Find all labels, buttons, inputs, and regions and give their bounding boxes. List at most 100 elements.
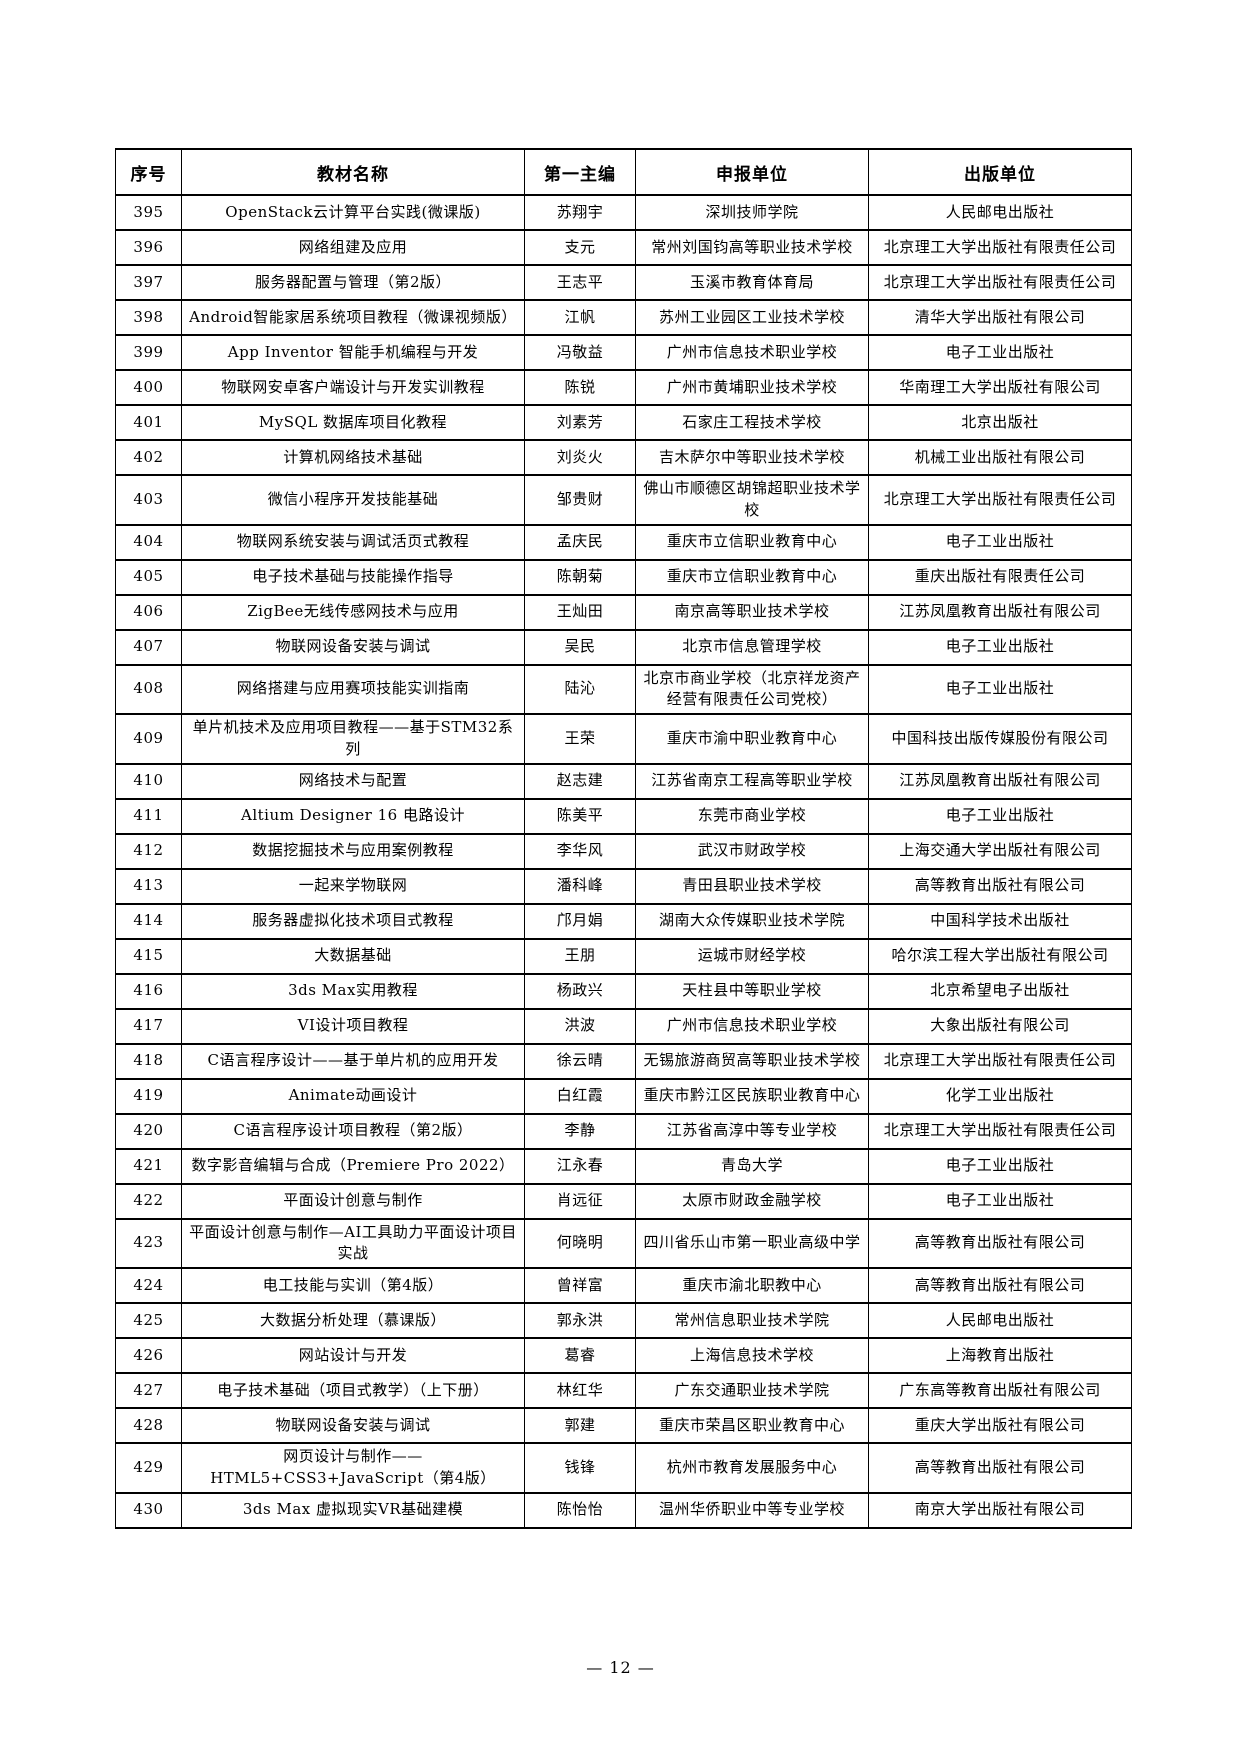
- table-row: 395 OpenStack云计算平台实践(微课版) 苏翔宇 深圳技师学院 人民邮电出版社: [115, 194, 1132, 231]
- cell-index: 414: [115, 902, 182, 940]
- cell-textbook-title: 平面设计创意与制作—AI工具助力平面设计项目实战: [181, 1217, 525, 1269]
- cell-publisher: 哈尔滨工程大学出版社有限公司: [868, 937, 1132, 975]
- cell-chief-editor: 陈怡怡: [524, 1491, 636, 1529]
- table-row: 399 App Inventor 智能手机编程与开发 冯敬益 广州市信息技术职业学校电…: [115, 334, 1132, 371]
- cell-index: 421: [115, 1147, 182, 1185]
- cell-index: 430: [115, 1491, 182, 1529]
- cell-index: 401: [115, 404, 182, 441]
- cell-applicant-org: 江苏省高淳中等专业学校: [635, 1112, 869, 1150]
- cell-chief-editor: 邹贵财: [524, 474, 636, 526]
- cell-chief-editor: 陈朝菊: [524, 558, 636, 596]
- table-row: 396 网络组建及应用 支元 常州刘国钧高等职业技术学校 北京理工大学出版社有限责任公司: [115, 229, 1132, 266]
- cell-applicant-org: 天柱县中等职业学校: [635, 972, 869, 1010]
- cell-applicant-org: 佛山市顺德区胡锦超职业技术学校: [635, 474, 869, 526]
- cell-chief-editor: 曾祥富: [524, 1267, 636, 1304]
- header-publisher: 出版单位: [868, 148, 1132, 196]
- table-row: 427 电子技术基础（项目式教学）（上下册） 林红华 广东交通职业技术学院 广东高等教育…: [115, 1372, 1132, 1409]
- table-row: 409 单片机技术及应用项目教程——基于STM32系列 王荣 重庆市渝中职业教育中心中…: [115, 713, 1132, 765]
- cell-chief-editor: 刘素芳: [524, 404, 636, 441]
- cell-index: 423: [115, 1217, 182, 1269]
- cell-textbook-title: 物联网设备安装与调试: [181, 628, 525, 666]
- cell-textbook-title: 3ds Max 虚拟现实VR基础建模: [181, 1491, 525, 1529]
- table-row: 420 C语言程序设计项目教程（第2版） 李静 江苏省高淳中等专业学校 北京理工大学出版…: [115, 1112, 1132, 1150]
- cell-textbook-title: Animate动画设计: [181, 1077, 525, 1115]
- cell-textbook-title: VI设计项目教程: [181, 1007, 525, 1045]
- cell-chief-editor: 洪波: [524, 1007, 636, 1045]
- cell-textbook-title: 计算机网络技术基础: [181, 439, 525, 476]
- cell-publisher: 化学工业出版社: [868, 1077, 1132, 1115]
- cell-chief-editor: 陈锐: [524, 369, 636, 406]
- cell-index: 422: [115, 1182, 182, 1220]
- cell-applicant-org: 广州市黄埔职业技术学校: [635, 369, 869, 406]
- cell-applicant-org: 重庆市立信职业教育中心: [635, 558, 869, 596]
- table-row: 413 一起来学物联网 潘科峰 青田县职业技术学校 高等教育出版社有限公司: [115, 867, 1132, 905]
- table-row: 401 MySQL 数据库项目化教程 刘素芳 石家庄工程技术学校 北京出版社: [115, 404, 1132, 441]
- table-row: 426 网站设计与开发 葛睿 上海信息技术学校 上海教育出版社: [115, 1337, 1132, 1374]
- cell-chief-editor: 赵志建: [524, 762, 636, 800]
- cell-applicant-org: 重庆市荣昌区职业教育中心: [635, 1407, 869, 1444]
- cell-textbook-title: C语言程序设计——基于单片机的应用开发: [181, 1042, 525, 1080]
- cell-applicant-org: 北京市信息管理学校: [635, 628, 869, 666]
- cell-index: 405: [115, 558, 182, 596]
- cell-textbook-title: 物联网设备安装与调试: [181, 1407, 525, 1444]
- cell-textbook-title: 数字影音编辑与合成（Premiere Pro 2022）: [181, 1147, 525, 1185]
- cell-textbook-title: 微信小程序开发技能基础: [181, 474, 525, 526]
- table-row: 424 电工技能与实训（第4版） 曾祥富 重庆市渝北职教中心 高等教育出版社有限公司: [115, 1267, 1132, 1304]
- cell-chief-editor: 郭建: [524, 1407, 636, 1444]
- cell-textbook-title: App Inventor 智能手机编程与开发: [181, 334, 525, 371]
- page-number: — 12 —: [586, 1658, 655, 1677]
- cell-chief-editor: 林红华: [524, 1372, 636, 1409]
- cell-textbook-title: 网络搭建与应用赛项技能实训指南: [181, 663, 525, 715]
- cell-applicant-org: 江苏省南京工程高等职业学校: [635, 762, 869, 800]
- cell-index: 412: [115, 832, 182, 870]
- cell-index: 408: [115, 663, 182, 715]
- cell-index: 424: [115, 1267, 182, 1304]
- cell-publisher: 电子工业出版社: [868, 1182, 1132, 1220]
- cell-applicant-org: 常州信息职业技术学院: [635, 1302, 869, 1339]
- cell-textbook-title: 服务器虚拟化技术项目式教程: [181, 902, 525, 940]
- cell-chief-editor: 王荣: [524, 713, 636, 765]
- table-row: 430 3ds Max 虚拟现实VR基础建模 陈怡怡 温州华侨职业中等专业学校 南京大学…: [115, 1491, 1132, 1529]
- table-row: 416 3ds Max实用教程 杨政兴 天柱县中等职业学校 北京希望电子出版社: [115, 972, 1132, 1010]
- table-row: 402 计算机网络技术基础 刘炎火 吉木萨尔中等职业技术学校 机械工业出版社有限公司: [115, 439, 1132, 476]
- cell-index: 427: [115, 1372, 182, 1409]
- cell-index: 402: [115, 439, 182, 476]
- cell-applicant-org: 广州市信息技术职业学校: [635, 1007, 869, 1045]
- cell-publisher: 江苏凤凰教育出版社有限公司: [868, 762, 1132, 800]
- table-row: 414 服务器虚拟化技术项目式教程 邝月娟 湖南大众传媒职业技术学院 中国科学技术出版社: [115, 902, 1132, 940]
- cell-chief-editor: 陈美平: [524, 797, 636, 835]
- cell-index: 420: [115, 1112, 182, 1150]
- cell-textbook-title: Android智能家居系统项目教程（微课视频版）: [181, 299, 525, 336]
- table-row: 410 网络技术与配置 赵志建 江苏省南京工程高等职业学校 江苏凤凰教育出版社有限公司: [115, 762, 1132, 800]
- cell-index: 410: [115, 762, 182, 800]
- cell-applicant-org: 常州刘国钧高等职业技术学校: [635, 229, 869, 266]
- cell-chief-editor: 吴民: [524, 628, 636, 666]
- cell-index: 395: [115, 194, 182, 231]
- cell-publisher: 重庆出版社有限责任公司: [868, 558, 1132, 596]
- cell-index: 425: [115, 1302, 182, 1339]
- cell-textbook-title: OpenStack云计算平台实践(微课版): [181, 194, 525, 231]
- cell-applicant-org: 武汉市财政学校: [635, 832, 869, 870]
- cell-publisher: 南京大学出版社有限公司: [868, 1491, 1132, 1529]
- cell-publisher: 人民邮电出版社: [868, 194, 1132, 231]
- table-row: 428 物联网设备安装与调试 郭建 重庆市荣昌区职业教育中心 重庆大学出版社有限公司: [115, 1407, 1132, 1444]
- cell-index: 403: [115, 474, 182, 526]
- cell-applicant-org: 重庆市渝中职业教育中心: [635, 713, 869, 765]
- cell-applicant-org: 北京市商业学校（北京祥龙资产经营有限责任公司党校）: [635, 663, 869, 715]
- table-row: 398 Android智能家居系统项目教程（微课视频版） 江帆 苏州工业园区工业技术学…: [115, 299, 1132, 336]
- cell-textbook-title: 网站设计与开发: [181, 1337, 525, 1374]
- cell-publisher: 高等教育出版社有限公司: [868, 1442, 1132, 1494]
- cell-applicant-org: 重庆市黔江区民族职业教育中心: [635, 1077, 869, 1115]
- cell-applicant-org: 温州华侨职业中等专业学校: [635, 1491, 869, 1529]
- table-row: 403 微信小程序开发技能基础 邹贵财 佛山市顺德区胡锦超职业技术学校 北京理工大学出版…: [115, 474, 1132, 526]
- cell-publisher: 电子工业出版社: [868, 1147, 1132, 1185]
- cell-chief-editor: 潘科峰: [524, 867, 636, 905]
- cell-publisher: 江苏凤凰教育出版社有限公司: [868, 593, 1132, 631]
- table-row: 405 电子技术基础与技能操作指导 陈朝菊 重庆市立信职业教育中心 重庆出版社有限责任公…: [115, 558, 1132, 596]
- cell-index: 396: [115, 229, 182, 266]
- cell-index: 415: [115, 937, 182, 975]
- cell-applicant-org: 杭州市教育发展服务中心: [635, 1442, 869, 1494]
- cell-textbook-title: 电子技术基础与技能操作指导: [181, 558, 525, 596]
- cell-index: 429: [115, 1442, 182, 1494]
